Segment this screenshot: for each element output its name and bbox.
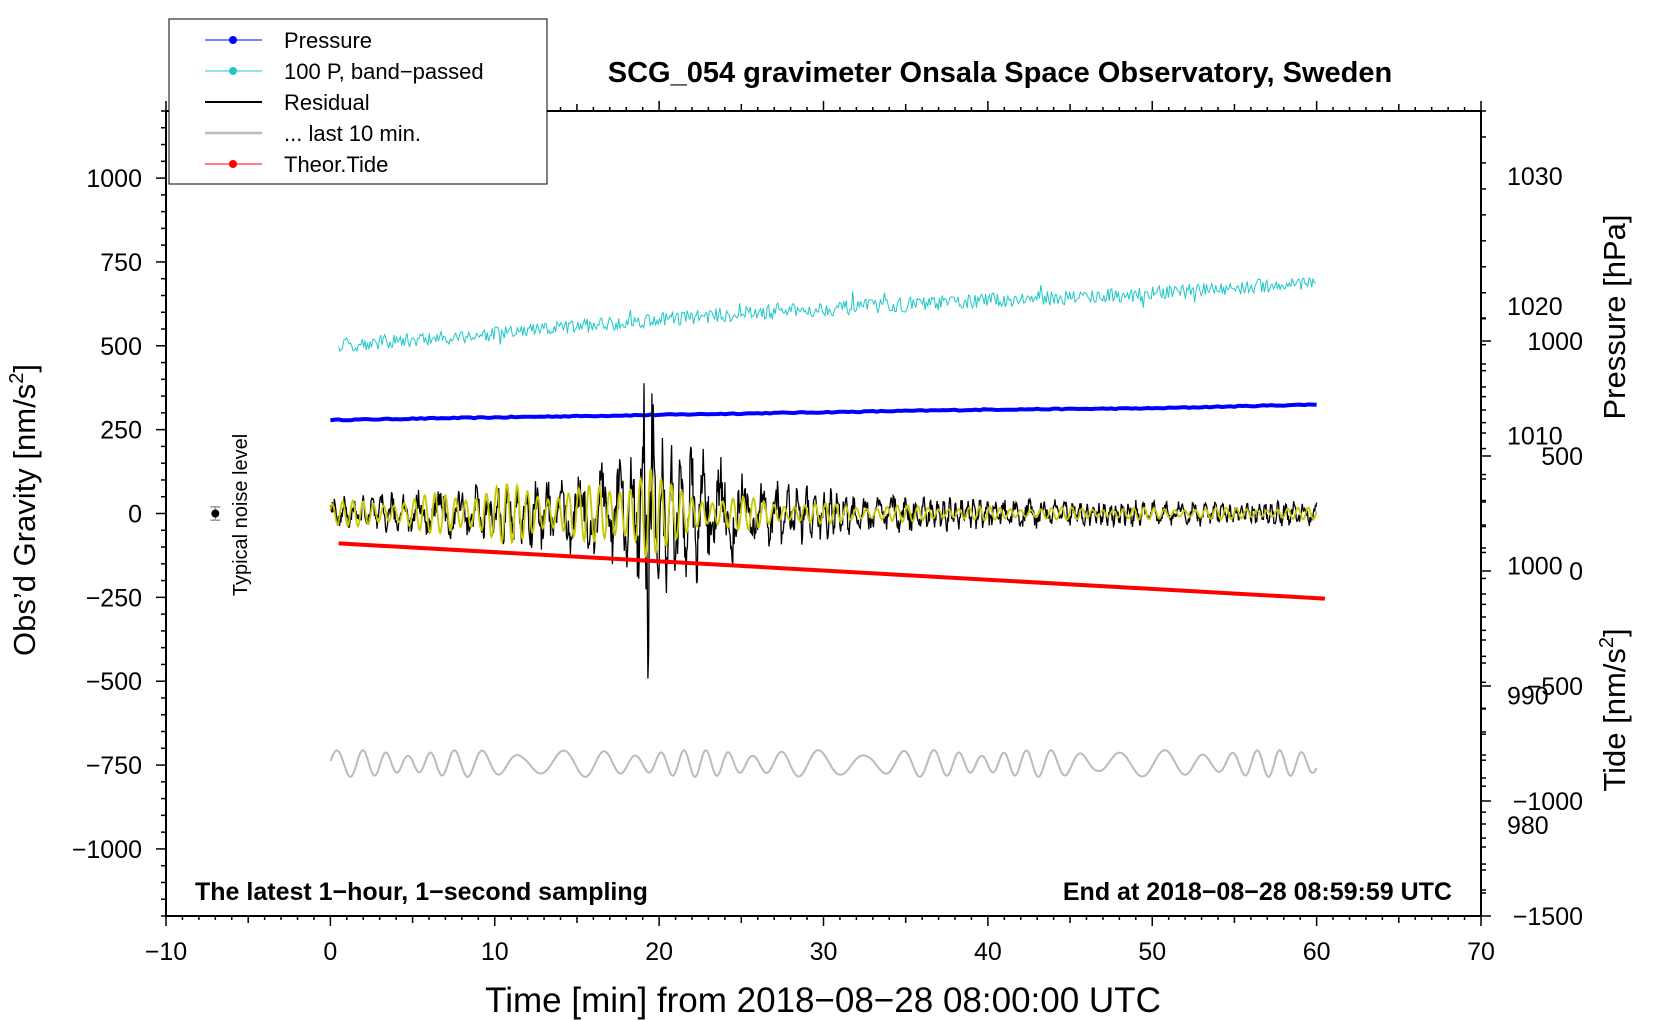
x-tick-label: 70 (1467, 938, 1495, 966)
legend-label-band-passed: 100 P, band−passed (284, 59, 484, 84)
y-pressure-tick-label: 1030 (1507, 163, 1563, 191)
y-left-tick-label: 750 (100, 249, 142, 277)
legend-dot-pressure (229, 36, 237, 44)
axis-ticks: −10 0 10 20 30 40 50 60 7010007505002500−250−500… (72, 101, 1583, 966)
y-axis-label-pressure: Pressure [hPa] (1597, 214, 1632, 419)
legend-label-residual: Residual (284, 90, 370, 115)
band-passed-pressure-series (338, 276, 1316, 353)
x-tick-label: 60 (1303, 938, 1331, 966)
x-tick-label: −10 (145, 938, 187, 966)
y-left-tick-label: −1000 (72, 836, 142, 864)
legend-entry-theor-tide: Theor.Tide (205, 152, 388, 177)
y-left-tick-label: 0 (128, 501, 142, 529)
legend-dot-band-passed (229, 67, 237, 75)
y-tide-tick-label: 0 (1569, 558, 1583, 586)
x-tick-label: 20 (645, 938, 673, 966)
x-axis-label: Time [min] from 2018−08−28 08:00:00 UTC (485, 981, 1161, 1020)
annotation-sampling: The latest 1−hour, 1−second sampling (195, 878, 648, 906)
y-tide-tick-label: −1500 (1513, 903, 1583, 931)
y-tide-tick-label: 500 (1541, 443, 1583, 471)
legend-entry-pressure: Pressure (205, 28, 372, 53)
legend: Pressure 100 P, band−passed Residual ...… (168, 18, 548, 185)
y-pressure-tick-label: 980 (1507, 812, 1549, 840)
residual-bandpassed-series (329, 468, 1318, 559)
y-tide-tick-label: −500 (1527, 673, 1583, 701)
noise-marker (210, 506, 221, 521)
y-left-tick-label: 1000 (86, 165, 142, 193)
x-tick-label: 10 (481, 938, 509, 966)
y-left-tick-label: 250 (100, 417, 142, 445)
noise-level-label: Typical noise level (230, 434, 252, 596)
x-tick-label: 40 (974, 938, 1002, 966)
legend-entry-band-passed: 100 P, band−passed (205, 59, 484, 84)
y-tide-tick-label: −1000 (1513, 788, 1583, 816)
y-left-tick-label: −250 (86, 584, 142, 612)
pressure-series (330, 402, 1317, 423)
y-pressure-tick-label: 990 (1507, 682, 1549, 710)
x-tick-label: 30 (810, 938, 838, 966)
y-axis-label-tide: Tide [nm/s2] (1596, 628, 1632, 791)
legend-label-pressure: Pressure (284, 28, 372, 53)
y-left-tick-label: 500 (100, 333, 142, 361)
legend-label-theor-tide: Theor.Tide (284, 152, 388, 177)
y-pressure-tick-label: 1000 (1507, 552, 1563, 580)
x-tick-label: 50 (1138, 938, 1166, 966)
legend-entry-residual: Residual (205, 90, 370, 115)
y-tide-tick-label: 1000 (1527, 328, 1583, 356)
noise-point (211, 509, 220, 518)
legend-entry-last-10-min: ... last 10 min. (205, 121, 421, 146)
series-group (329, 276, 1325, 778)
theor-tide-series (338, 541, 1325, 601)
y-pressure-tick-label: 1010 (1507, 423, 1563, 451)
annotation-end-time: End at 2018−08−28 08:59:59 UTC (1063, 878, 1452, 906)
y-axis-label-left: Obs’d Gravity [nm/s2] (6, 364, 42, 656)
x-tick-label: 0 (323, 938, 337, 966)
y-left-tick-label: −500 (86, 668, 142, 696)
legend-label-last-10-min: ... last 10 min. (284, 121, 421, 146)
chart-title: SCG_054 gravimeter Onsala Space Observat… (608, 57, 1392, 89)
y-left-tick-label: −750 (86, 752, 142, 780)
y-pressure-tick-label: 1020 (1507, 293, 1563, 321)
legend-dot-theor-tide (229, 160, 237, 168)
last-10-min-series (329, 749, 1318, 778)
